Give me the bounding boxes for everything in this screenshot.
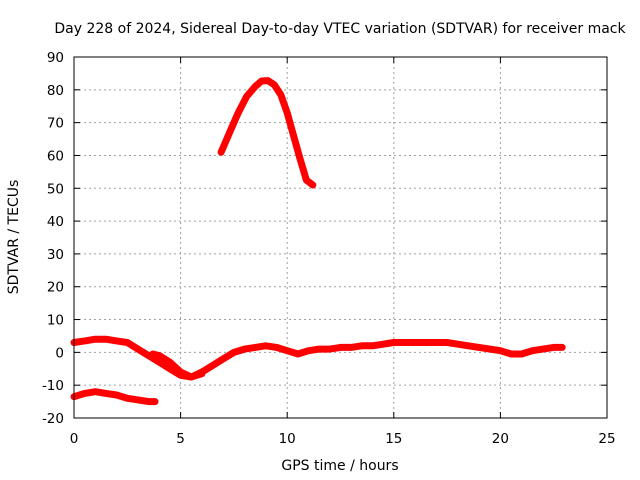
y-axis-label: SDTVAR / TECUs <box>6 180 22 295</box>
series-line-satellite-arc-1 <box>70 335 566 381</box>
y-tick-label: 30 <box>47 247 64 263</box>
x-tick-label: 0 <box>70 431 79 447</box>
x-tick-label: 10 <box>279 431 296 447</box>
y-tick-label: -10 <box>42 378 64 394</box>
x-tick-label: 15 <box>385 431 402 447</box>
y-tick-label: 20 <box>47 280 64 296</box>
x-tick-label: 25 <box>598 431 615 447</box>
y-tick-label: 90 <box>47 50 64 66</box>
series-line-satellite-arc-3 <box>70 388 159 406</box>
series-line-satellite-arc-2 <box>149 350 206 381</box>
y-tick-label: 70 <box>47 116 64 132</box>
y-tick-label: -20 <box>42 411 64 427</box>
grid-lines <box>74 57 607 418</box>
y-tick-label: 10 <box>47 313 64 329</box>
chart-title: Day 228 of 2024, Sidereal Day-to-day VTE… <box>54 21 626 37</box>
plot-frame <box>73 56 608 419</box>
plot-series <box>70 77 566 406</box>
y-tick-label: 60 <box>47 148 64 164</box>
y-tick-label: 50 <box>47 181 64 197</box>
series-line-satellite-arc-4 <box>217 77 317 189</box>
axis-ticks: 0 5 10 15 20 25 -20 -10 0 10 20 30 40 50 60 70 80 90 <box>42 50 616 447</box>
x-axis-label: GPS time / hours <box>281 458 398 474</box>
x-tick-label: 20 <box>492 431 509 447</box>
x-tick-label: 5 <box>176 431 185 447</box>
y-tick-label: 80 <box>47 83 64 99</box>
y-tick-label: 40 <box>47 214 64 230</box>
y-tick-label: 0 <box>55 345 64 361</box>
